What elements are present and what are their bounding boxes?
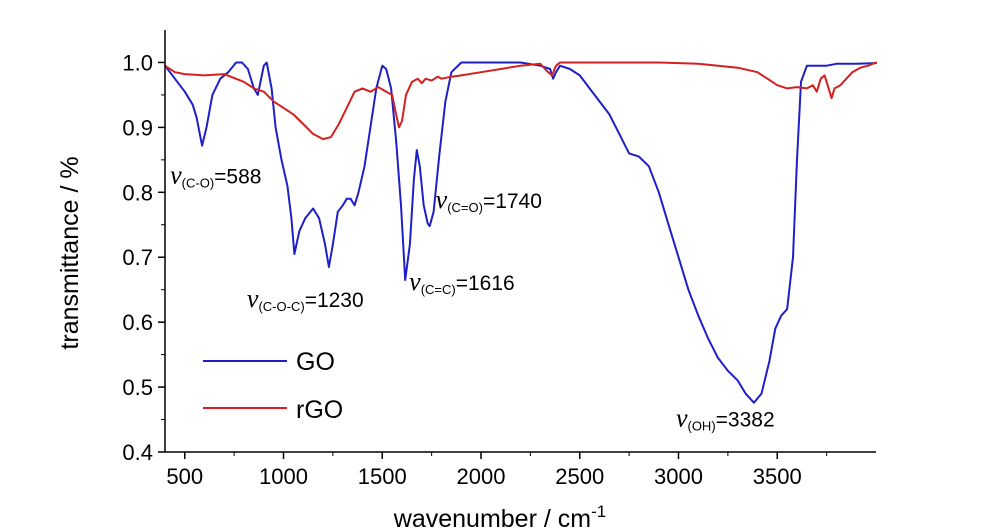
annotation-subscript: (C-O-C) — [258, 299, 304, 314]
x-axis-label-text: wavenumber / cm — [393, 505, 591, 532]
legend-label-rgo: rGO — [296, 396, 343, 424]
x-tick-label: 2000 — [457, 464, 506, 489]
annotation-nu-symbol: ν — [409, 267, 421, 296]
y-tick-label: 1.0 — [122, 50, 153, 75]
y-tick-label: 0.9 — [122, 115, 153, 140]
peak-annotation: ν(C=O)=1740 — [436, 185, 542, 215]
ticks: 500 1000 1500 2000 2500 3000 3500 0.4 0.5 0.6 0.7 0… — [122, 50, 828, 489]
annotation-nu-symbol: ν — [436, 185, 448, 214]
y-tick-label: 0.5 — [122, 375, 153, 400]
y-axis-label: transmittance / % — [56, 156, 84, 349]
annotations: ν(C-O)=588ν(C-O-C)=1230ν(C=C)=1616ν(C=O)… — [170, 161, 775, 434]
x-axis-label: wavenumber / cm-1 — [393, 502, 606, 532]
x-axis-label-superscript: -1 — [591, 502, 606, 521]
legend: GO rGO — [203, 348, 343, 424]
annotation-subscript: (OH) — [687, 419, 715, 434]
annotation-value: =1230 — [305, 289, 364, 312]
annotation-nu-symbol: ν — [676, 404, 688, 433]
x-tick-label: 3000 — [654, 464, 703, 489]
y-tick-label: 0.6 — [122, 310, 153, 335]
annotation-value: =3382 — [716, 409, 775, 432]
annotation-subscript: (C=C) — [421, 282, 456, 297]
series-layer — [164, 61, 877, 404]
x-tick-label: 3500 — [753, 464, 802, 489]
annotation-subscript: (C=O) — [447, 200, 483, 215]
x-tick-label: 1000 — [259, 464, 308, 489]
x-tick-label: 500 — [166, 464, 203, 489]
legend-label-go: GO — [296, 348, 335, 376]
y-tick-label: 0.4 — [122, 440, 153, 465]
y-tick-label: 0.8 — [122, 180, 153, 205]
peak-annotation: ν(OH)=3382 — [676, 404, 775, 434]
annotation-nu-symbol: ν — [170, 161, 182, 190]
peak-annotation: ν(C-O)=588 — [170, 161, 261, 191]
x-tick-label: 2500 — [555, 464, 604, 489]
peak-annotation: ν(C=C)=1616 — [409, 267, 515, 297]
y-tick-label: 0.7 — [122, 245, 153, 270]
annotation-value: =1740 — [483, 190, 542, 213]
annotation-value: =1616 — [456, 272, 515, 295]
peak-annotation: ν(C-O-C)=1230 — [247, 284, 364, 314]
x-tick-label: 1500 — [358, 464, 407, 489]
annotation-nu-symbol: ν — [247, 284, 259, 313]
series-line-rgo — [164, 61, 877, 141]
series-line-go — [164, 61, 877, 404]
annotation-subscript: (C-O) — [182, 176, 215, 191]
annotation-value: =588 — [214, 166, 261, 189]
